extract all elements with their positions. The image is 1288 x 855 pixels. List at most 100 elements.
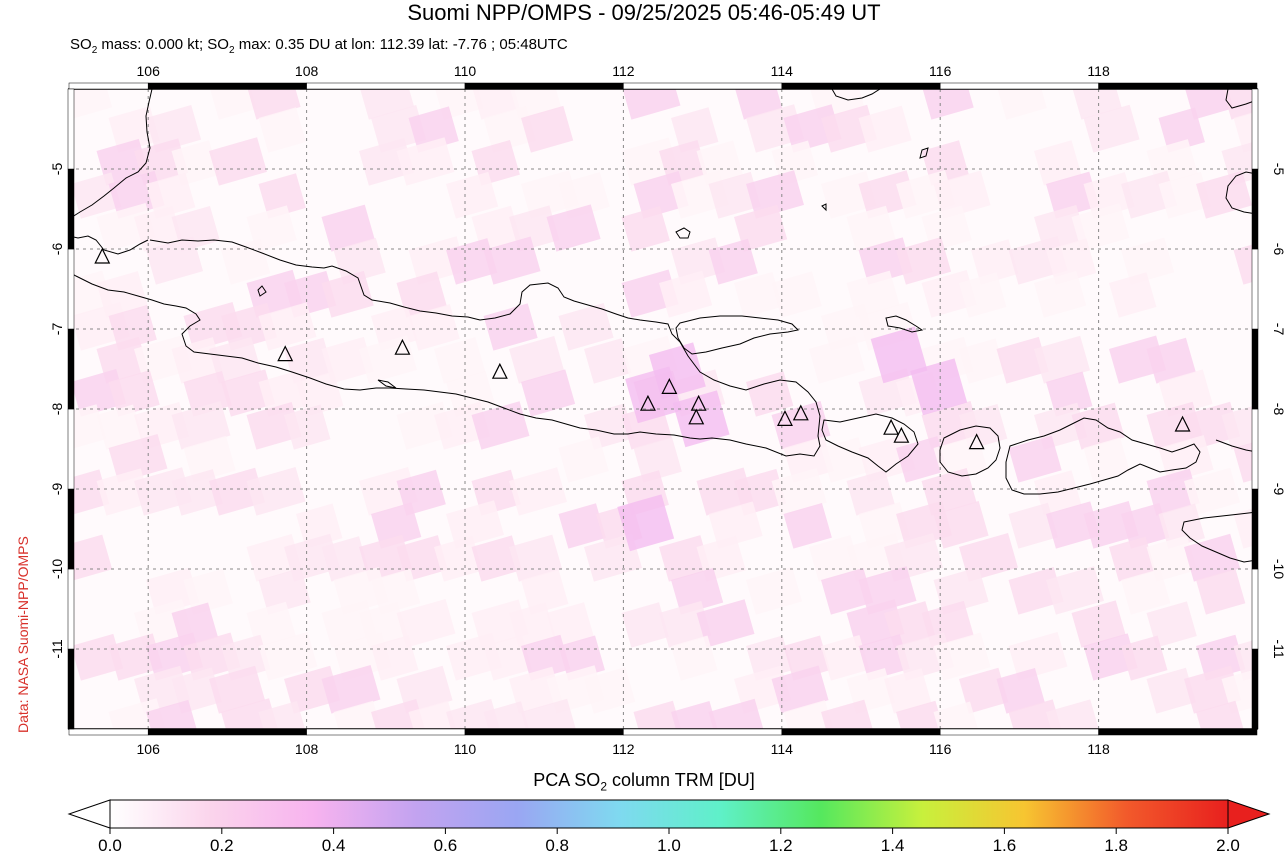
so2-pixel <box>584 533 642 582</box>
so2-pixel <box>696 599 755 648</box>
so2-pixel <box>621 602 669 648</box>
colorbar-tick-label: 0.8 <box>545 836 569 855</box>
colorbar-bar <box>109 799 1229 829</box>
frame-band-right <box>1251 648 1259 730</box>
so2-pixel <box>846 469 895 516</box>
so2-pixel <box>1158 369 1213 417</box>
so2-pixel <box>433 337 486 384</box>
so2-pixel <box>408 700 458 729</box>
so2-pixel <box>621 205 670 252</box>
coastline-flores <box>1215 439 1257 453</box>
so2-pixel <box>446 500 504 549</box>
colorbar-tick-label: 2.0 <box>1216 836 1240 855</box>
frame-band-bottom <box>68 728 149 736</box>
so2-pixel <box>1146 667 1196 714</box>
so2-pixel <box>933 632 991 681</box>
frame-band-top <box>623 82 783 90</box>
frame-band-top <box>781 82 941 90</box>
so2-pixel <box>734 271 783 318</box>
colorbar-tick-label: 0.2 <box>210 836 234 855</box>
coastline-madura <box>675 315 800 355</box>
lon-tick-label-bottom: 108 <box>295 741 319 757</box>
so2-pixel <box>359 89 415 120</box>
volcano-marker-icon <box>893 426 910 443</box>
so2-pixel <box>771 468 827 516</box>
so2-pixel <box>258 302 317 351</box>
so2-pixel <box>1221 664 1257 714</box>
so2-pixel <box>108 304 157 351</box>
lon-tick-label-top: 118 <box>1087 63 1110 79</box>
so2-pixel <box>321 536 369 582</box>
so2-pixel <box>371 502 422 549</box>
so2-pixel <box>371 568 421 615</box>
so2-pixel <box>584 338 632 384</box>
so2-pixel <box>1083 437 1130 483</box>
so2-pixel <box>1046 566 1104 615</box>
so2-pixel <box>1046 699 1101 729</box>
so2-pixel <box>508 467 567 516</box>
so2-pixel <box>396 271 447 318</box>
so2-pixel <box>396 598 456 648</box>
so2-pixel <box>220 238 271 285</box>
frame-band-top <box>147 82 307 90</box>
so2-pixel <box>134 205 183 252</box>
lat-tick-label-left: -8 <box>49 403 65 416</box>
volcano-marker-icon <box>968 433 985 450</box>
frame-band-right <box>1251 248 1259 330</box>
subtitle-mass-prefix: SO <box>70 36 92 53</box>
volcano-marker-icon <box>776 410 793 426</box>
so2-pixel <box>1071 402 1125 450</box>
so2-pixel <box>933 567 989 615</box>
so2-pixel <box>746 170 804 219</box>
subtitle-max-text: max: 0.35 DU at lon: 112.39 lat: -7.76 ;… <box>234 36 568 53</box>
so2-pixel <box>996 667 1045 714</box>
so2-pixel <box>220 634 271 681</box>
so2-pixel-layer <box>69 89 1257 729</box>
coastline-java <box>69 239 821 457</box>
volcano-marker-icon <box>1174 415 1191 432</box>
so2-pixel <box>1121 635 1168 681</box>
frame-band-top <box>306 82 466 90</box>
lon-tick-label-top: 108 <box>295 63 319 79</box>
so2-pixel <box>408 106 459 153</box>
so2-pixel <box>1046 371 1093 417</box>
colorbar-label-suffix: column TRM [DU] <box>607 770 755 790</box>
frame-band-bottom <box>464 728 624 736</box>
so2-pixel <box>258 631 318 681</box>
subtitle-max-sub: 2 <box>228 45 235 56</box>
lon-tick-label-bottom: 116 <box>929 741 952 757</box>
so2-pixel <box>1083 104 1140 153</box>
lat-tick-label-right: -6 <box>1271 243 1287 256</box>
so2-pixel <box>1008 502 1058 549</box>
so2-pixel <box>821 437 869 483</box>
colorbar-tick-label: 0.4 <box>322 836 346 855</box>
map-frame <box>67 82 1259 736</box>
so2-pixel <box>146 105 202 153</box>
coastline-small-island-3 <box>919 147 929 159</box>
lon-tick-label-top: 106 <box>137 63 161 79</box>
so2-pixel <box>708 698 765 729</box>
so2-pixel <box>108 433 168 483</box>
frame-band-right <box>1251 568 1259 650</box>
so2-pixel <box>858 566 917 615</box>
so2-pixel <box>258 173 306 219</box>
lon-tick-label-bottom: 106 <box>137 741 161 757</box>
lat-tick-label-left: -10 <box>49 559 65 579</box>
so2-pixel <box>246 89 301 120</box>
so2-pixel <box>671 107 719 153</box>
so2-pixel <box>1196 700 1246 729</box>
so2-pixel-high <box>910 358 968 416</box>
coastline-sulawesi-north <box>1225 89 1257 109</box>
so2-pixel <box>1196 568 1246 615</box>
so2-pixel <box>483 303 538 351</box>
frame-band-top <box>464 82 624 90</box>
so2-pixel <box>258 567 311 615</box>
volcano-marker-icon <box>394 338 411 355</box>
so2-pixel <box>933 170 991 219</box>
so2-pixel <box>508 534 563 582</box>
so2-pixel <box>209 137 267 186</box>
subtitle-mass-text: mass: 0.000 kt; SO <box>97 36 229 53</box>
so2-pixel <box>1034 140 1082 186</box>
so2-pixel <box>321 270 374 318</box>
so2-pixel-high <box>617 494 675 552</box>
